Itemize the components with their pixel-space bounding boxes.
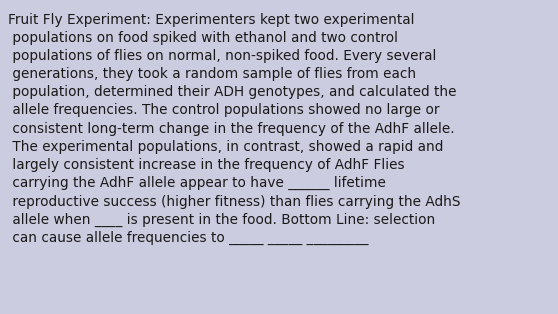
Text: Fruit Fly Experiment: Experimenters kept two experimental
 populations on food s: Fruit Fly Experiment: Experimenters kept… — [8, 13, 460, 245]
